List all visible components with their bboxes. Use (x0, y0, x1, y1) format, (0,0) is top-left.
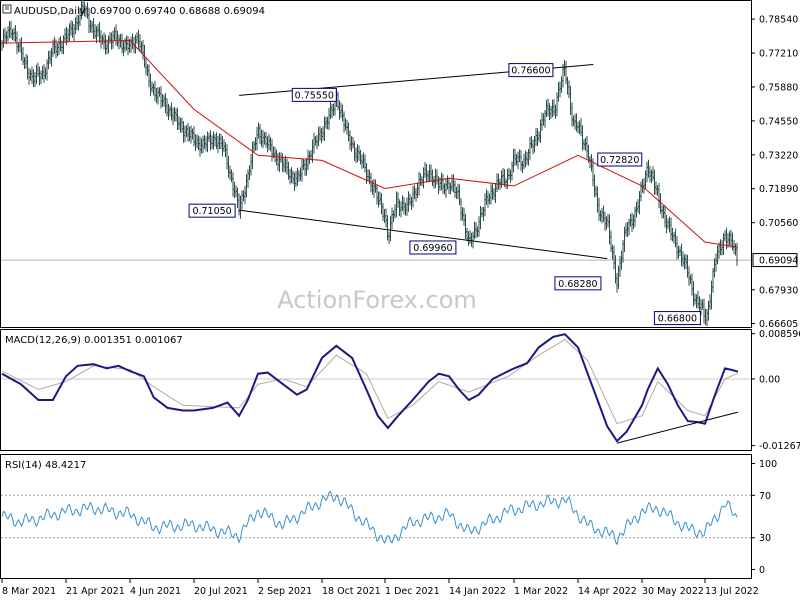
x-tick-label: 2 Sep 2021 (258, 586, 312, 597)
price-annotation-box (409, 240, 457, 255)
price-annotation-label: 0.76600 (511, 66, 550, 77)
x-tick-label: 18 Oct 2021 (322, 586, 381, 597)
price-series-layer (1, 0, 738, 327)
rsi-y-axis: 100 70 30 0 (751, 459, 777, 576)
panel-collapse-icon[interactable] (2, 4, 12, 14)
annotation-layer: 0.71050 0.75550 0.69960 0.76600 0.72820 0.682… (188, 63, 701, 326)
macd-y-tick-label: -0.01267 (759, 441, 800, 452)
rsi-y-tick-label: 70 (759, 491, 771, 502)
price-panel-frame (0, 0, 752, 328)
macd-panel-frame (0, 329, 752, 451)
price-annotation-label: 0.66800 (658, 314, 697, 325)
price-y-tick-label: 0.70560 (759, 218, 798, 229)
rsi-y-tick-label: 0 (759, 565, 765, 576)
rsi-y-tick-label: 100 (759, 459, 777, 470)
last-price-box (752, 253, 798, 268)
x-tick-label: 30 May 2022 (642, 586, 704, 597)
panel-menu-lines (5, 6, 9, 10)
price-annotation-box (188, 203, 236, 218)
x-tick-label: 8 Mar 2021 (2, 586, 56, 597)
rsi-panel-title: RSI(14) 48.4217 (5, 460, 86, 471)
moving-average-layer (1, 39, 738, 248)
price-panel-title: AUDUSD,Daily (14, 6, 86, 17)
price-y-axis: 0.78540 0.77210 0.75880 0.74550 0.73220 0.718… (751, 15, 798, 330)
rsi-panel-frame (0, 454, 752, 579)
ohlc-readout: 0.69700 0.69740 0.68688 0.69094 (90, 6, 265, 17)
price-annotation-box (597, 152, 643, 167)
price-annotation-box (291, 87, 337, 102)
macd-y-tick-label: 0.008596 (759, 329, 800, 340)
price-annotation-box (554, 276, 602, 291)
rsi-y-tick-label: 30 (759, 533, 771, 544)
price-y-tick-label: 0.69094 (759, 256, 798, 267)
x-tick-label: 13 Jul 2022 (705, 586, 759, 597)
price-y-tick-label: 0.77210 (759, 49, 798, 60)
watermark: ActionForex.com (277, 286, 477, 314)
x-tick-label: 4 Jun 2021 (130, 586, 181, 597)
moving-average-line (1, 39, 738, 248)
x-tick-label: 14 Jan 2022 (449, 586, 506, 597)
price-y-tick-label: 0.66605 (759, 319, 798, 330)
price-annotation-box (508, 63, 554, 78)
macd-trendline (616, 411, 739, 444)
price-y-tick-label: 0.78540 (759, 15, 798, 26)
date-x-axis: 8 Mar 2021 21 Apr 2021 4 Jun 2021 20 Jul 20… (1, 579, 759, 597)
x-tick-label: 14 Apr 2022 (578, 586, 637, 597)
x-tick-label: 1 Dec 2021 (385, 586, 440, 597)
rsi-line (1, 490, 738, 546)
macd-y-tick-label: 0.00 (759, 374, 780, 385)
macd-line (1, 333, 739, 443)
macd-signal-line (1, 338, 739, 425)
price-annotation-label: 0.69960 (413, 243, 452, 254)
price-annotation-label: 0.72820 (600, 155, 639, 166)
price-trendline (239, 209, 608, 260)
x-tick-label: 21 Apr 2021 (66, 586, 125, 597)
price-y-tick-label: 0.73220 (759, 150, 798, 161)
price-annotation-label: 0.75550 (295, 90, 334, 101)
rsi-layer (1, 490, 751, 546)
price-annotation-label: 0.68280 (558, 279, 597, 290)
price-y-tick-label: 0.75880 (759, 82, 798, 93)
price-y-tick-label: 0.74550 (759, 116, 798, 127)
macd-y-axis: 0.008596 0.00 -0.01267 (751, 329, 800, 452)
price-y-tick-label: 0.71890 (759, 184, 798, 195)
price-y-tick-label: 0.67930 (759, 285, 798, 296)
price-annotation-label: 0.71050 (192, 206, 231, 217)
x-tick-label: 1 Mar 2022 (514, 586, 568, 597)
x-tick-label: 20 Jul 2021 (194, 586, 248, 597)
price-annotation-box (653, 311, 701, 326)
macd-panel-title: MACD(12,26,9) 0.001351 0.001067 (5, 335, 183, 346)
macd-layer (1, 333, 751, 444)
